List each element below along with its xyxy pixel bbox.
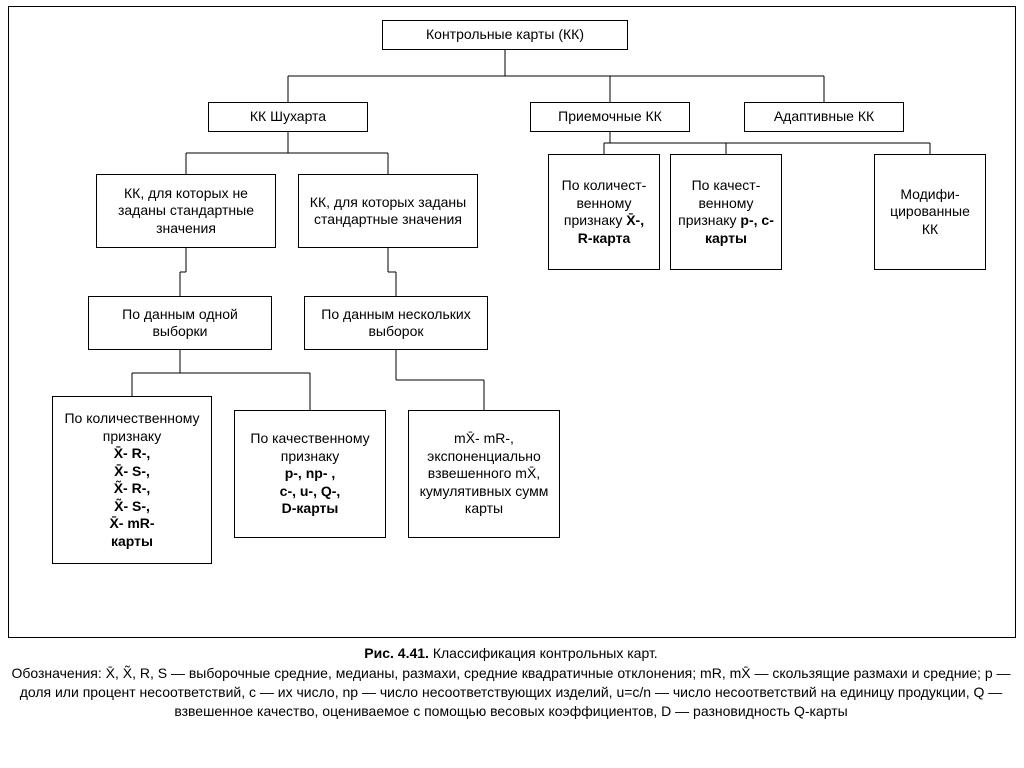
node-std: КК, для которых заданы стан­дартные знач… [298,174,478,248]
node-leaf_multi: mX̄- mR-, экспоненциаль­но взвешенного m… [408,410,560,538]
node-label: Приемочные КК [537,108,683,126]
node-label: КК Шухарта [215,108,361,126]
node-label: Модифи­цирован­ные КК [881,186,979,239]
node-label: КК, для которых не заданы стан­дартные з… [103,185,269,238]
node-label: По данным одной выборки [95,306,265,341]
node-leaf_quant: По количественному признакуX̄- R-,X̄- S-… [52,396,212,564]
node-root: Контрольные карты (КК) [382,20,628,50]
node-nostd: КК, для которых не заданы стан­дартные з… [96,174,276,248]
node-label: По данным нескольких выборок [311,306,481,341]
node-acceptance: Приемочные КК [530,102,690,132]
node-modified: Модифи­цирован­ные КК [874,154,986,270]
node-shewhart: КК Шухарта [208,102,368,132]
figure-legend: Обозначения: X̄, X̃, R, S — выборочные с… [8,664,1014,721]
node-acc_quant: По количест­венному признаку X̄-, R-карт… [548,154,660,270]
node-label: По количественному признакуX̄- R-,X̄- S-… [59,410,205,550]
node-adaptive: Адаптивные КК [744,102,904,132]
figure-title-text: Классификация контрольных карт. [429,645,658,661]
node-one_sample: По данным одной выборки [88,296,272,350]
node-label: По качественному признакуp-, np- ,c-, u-… [241,430,379,518]
node-label: По качест­венному признаку p-, c-карты [677,177,775,247]
node-label: mX̄- mR-, экспоненциаль­но взвешенного m… [415,430,553,518]
node-multi_sample: По данным нескольких выборок [304,296,488,350]
node-label: Контрольные карты (КК) [389,26,621,44]
node-leaf_qual: По качественному признакуp-, np- ,c-, u-… [234,410,386,538]
figure-number: Рис. 4.41. [364,645,429,661]
node-acc_qual: По качест­венному признаку p-, c-карты [670,154,782,270]
node-label: Адаптивные КК [751,108,897,126]
node-label: По количест­венному признаку X̄-, R-карт… [555,177,653,247]
figure-caption-title: Рис. 4.41. Классификация контрольных кар… [8,644,1014,663]
node-label: КК, для которых заданы стан­дартные знач… [305,194,471,229]
